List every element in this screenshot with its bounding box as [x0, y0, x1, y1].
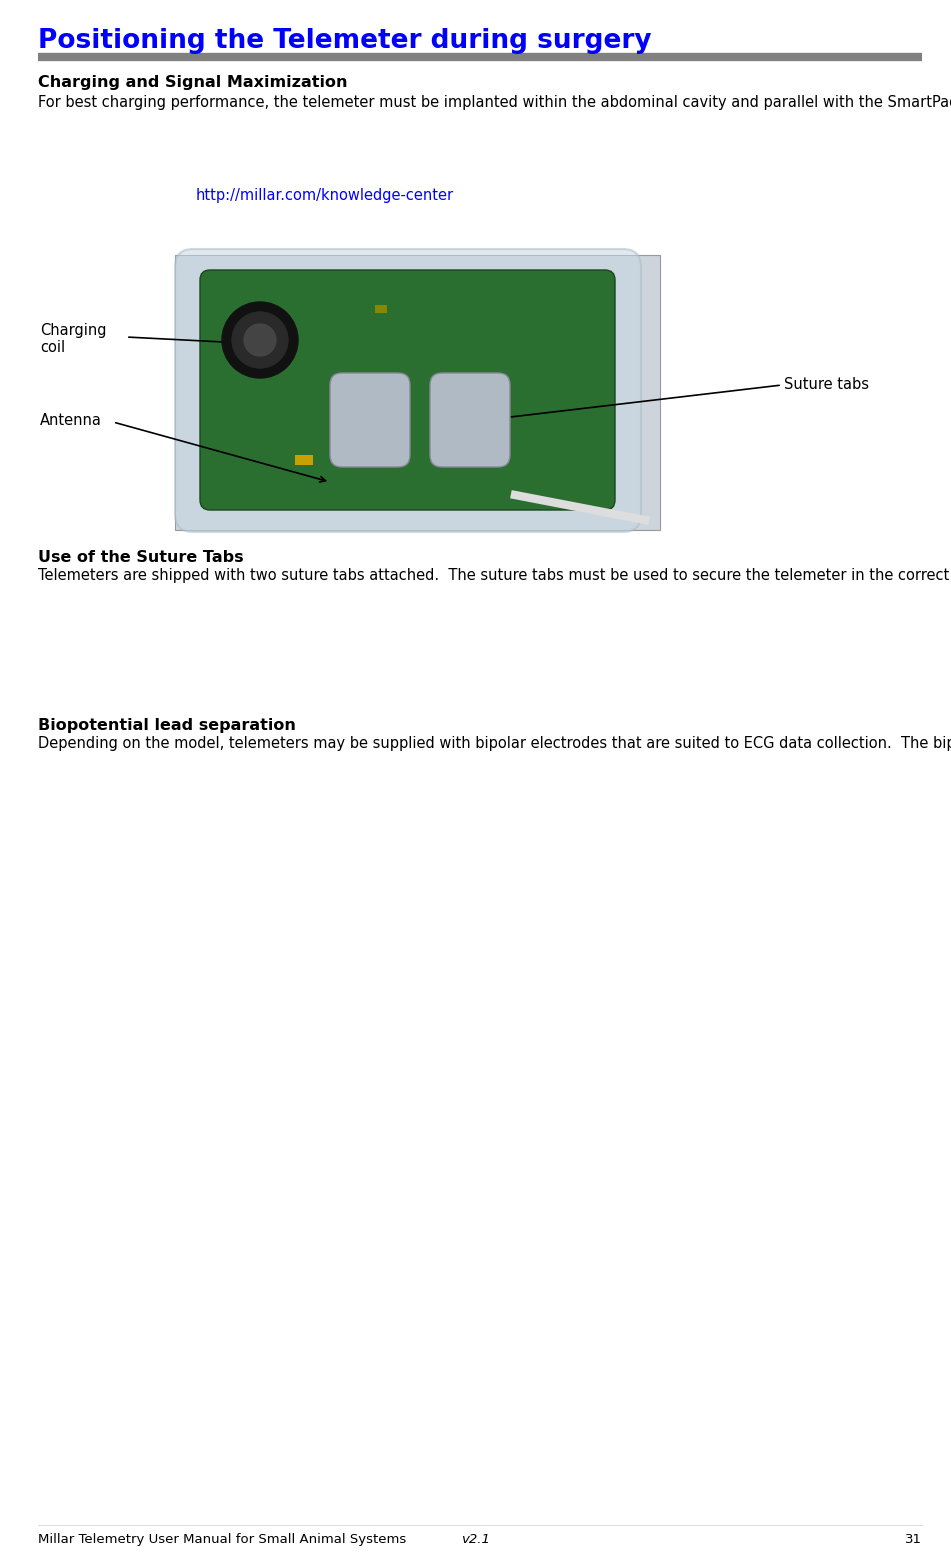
Text: Depending on the model, telemeters may be supplied with bipolar electrodes that : Depending on the model, telemeters may b…	[38, 736, 951, 751]
Text: Millar Telemetry User Manual for Small Animal Systems: Millar Telemetry User Manual for Small A…	[38, 1533, 406, 1546]
Text: Telemeters are shipped with two suture tabs attached.  The suture tabs must be u: Telemeters are shipped with two suture t…	[38, 568, 951, 583]
FancyBboxPatch shape	[430, 373, 510, 466]
Text: 31: 31	[905, 1533, 922, 1546]
Text: Suture tabs: Suture tabs	[784, 376, 869, 392]
Text: Positioning the Telemeter during surgery: Positioning the Telemeter during surgery	[38, 28, 651, 54]
Text: v2.1: v2.1	[461, 1533, 490, 1546]
Text: Charging
coil: Charging coil	[40, 323, 107, 356]
Text: Antenna: Antenna	[40, 414, 102, 428]
FancyBboxPatch shape	[330, 373, 410, 466]
Text: Biopotential lead separation: Biopotential lead separation	[38, 718, 296, 732]
FancyBboxPatch shape	[175, 255, 660, 530]
Text: For best charging performance, the telemeter must be implanted within the abdomi: For best charging performance, the telem…	[38, 95, 951, 110]
FancyBboxPatch shape	[200, 271, 615, 510]
Bar	[295, 456, 313, 465]
Text: Charging and Signal Maximization: Charging and Signal Maximization	[38, 75, 347, 90]
Circle shape	[222, 302, 298, 378]
Text: Use of the Suture Tabs: Use of the Suture Tabs	[38, 550, 243, 564]
Text: http://millar.com/knowledge-center: http://millar.com/knowledge-center	[196, 188, 455, 204]
Bar	[375, 305, 387, 313]
Circle shape	[232, 313, 288, 369]
FancyBboxPatch shape	[175, 249, 641, 532]
Circle shape	[244, 323, 276, 356]
